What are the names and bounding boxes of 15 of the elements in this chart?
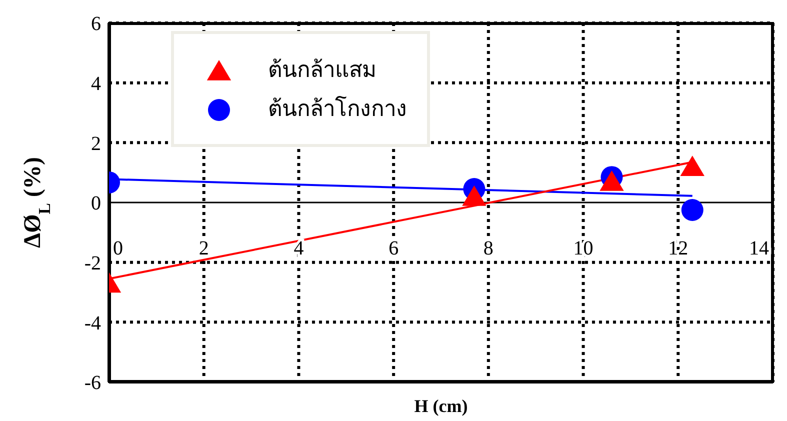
y-tick-label: -6 xyxy=(84,372,101,394)
x-tick-label: 14 xyxy=(749,238,769,260)
y-tick-label: -2 xyxy=(84,252,101,274)
y-tick-label: -4 xyxy=(84,312,101,334)
x-tick-label: 10 xyxy=(573,238,594,260)
x-tick-label: 12 xyxy=(668,238,688,260)
x-tick-label: 4 xyxy=(294,238,304,260)
y-tick-label: 0 xyxy=(91,192,101,215)
x-tick-label: 0 xyxy=(113,238,123,260)
y-tick-label: 6 xyxy=(91,13,101,36)
y-tick-label: 2 xyxy=(91,132,101,155)
legend-label: ต้นกล้าแสม xyxy=(268,56,377,84)
legend-label: ต้นกล้าโกงกาง xyxy=(268,95,407,123)
x-axis-title: H (cm) xyxy=(414,396,468,416)
y-tick-label: 4 xyxy=(91,72,101,95)
